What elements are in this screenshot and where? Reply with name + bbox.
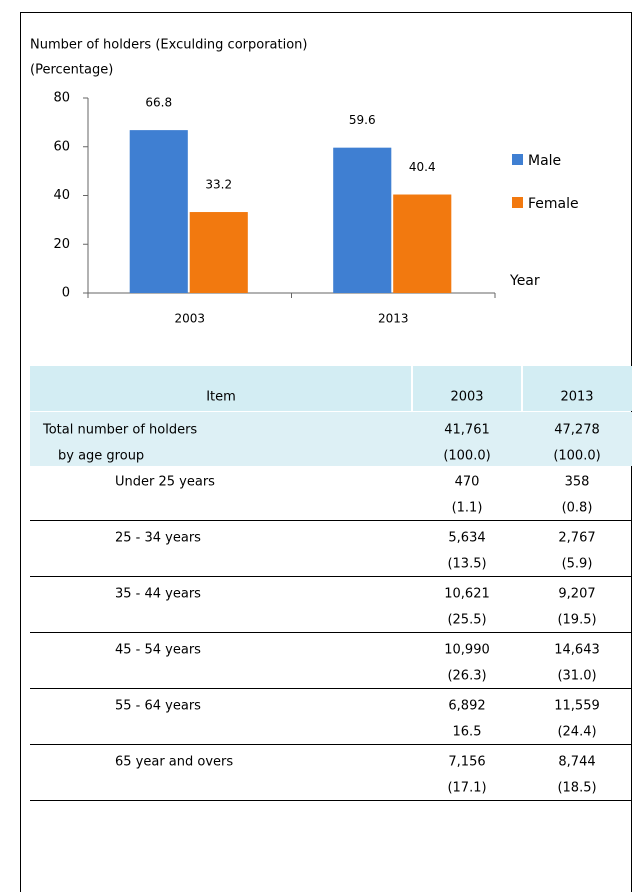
bar-shade [129, 130, 188, 293]
cell-percent: (1.1) [452, 501, 483, 516]
cell-percent: (25.5) [447, 613, 486, 628]
x-axis-label: Year [509, 273, 540, 289]
cell-percent: (17.1) [447, 781, 486, 796]
cell-percent: (24.4) [557, 725, 596, 740]
bar-shade [393, 194, 452, 293]
cell-percent: (13.5) [447, 557, 486, 572]
table-header-bg [30, 366, 632, 411]
cell-percent: (19.5) [557, 613, 596, 628]
chart-subtitle: (Percentage) [30, 63, 113, 78]
row-label: 65 year and overs [115, 755, 233, 770]
cell-percent: (26.3) [447, 669, 486, 684]
row-label: Total number of holders [42, 423, 197, 438]
table-total-bg [30, 412, 632, 466]
x-tick-label: 2013 [378, 312, 409, 326]
row-label: Under 25 years [115, 475, 215, 490]
cell-value: 7,156 [448, 755, 485, 770]
cell-value: 470 [455, 475, 480, 490]
cell-percent: (100.0) [553, 449, 600, 464]
cell-percent: 16.5 [453, 725, 482, 740]
cell-value: 9,207 [558, 587, 595, 602]
bar-shade [333, 147, 392, 293]
cell-value: 14,643 [554, 643, 600, 658]
y-tick-label: 80 [53, 91, 70, 106]
row-sublabel: by age group [58, 449, 144, 464]
value-label: 33.2 [205, 178, 232, 192]
chart-title: Number of holders (Exculding corporation… [30, 38, 308, 53]
cell-value: 8,744 [558, 755, 595, 770]
cell-value: 5,634 [448, 531, 485, 546]
cell-value: 2,767 [558, 531, 595, 546]
y-tick-label: 40 [53, 188, 70, 203]
row-label: 45 - 54 years [115, 643, 201, 658]
cell-value: 47,278 [554, 423, 600, 438]
table-header: 2013 [560, 390, 593, 405]
table-header: 2003 [450, 390, 483, 405]
y-tick-label: 60 [53, 139, 70, 154]
cell-percent: (0.8) [562, 501, 593, 516]
row-label: 35 - 44 years [115, 587, 201, 602]
y-tick-label: 0 [62, 286, 70, 301]
legend-label: Female [528, 196, 579, 212]
cell-value: 11,559 [554, 699, 600, 714]
table-header: Item [206, 390, 236, 405]
cell-value: 358 [565, 475, 590, 490]
legend-label: Male [528, 153, 561, 169]
legend-swatch [512, 197, 523, 208]
legend-swatch [512, 154, 523, 165]
cell-percent: (18.5) [557, 781, 596, 796]
row-label: 25 - 34 years [115, 531, 201, 546]
cell-value: 10,990 [444, 643, 490, 658]
value-label: 59.6 [349, 113, 376, 127]
x-tick-label: 2003 [174, 312, 205, 326]
bar-shade [189, 212, 248, 293]
value-label: 40.4 [409, 160, 436, 174]
cell-percent: (100.0) [443, 449, 490, 464]
value-label: 66.8 [145, 96, 172, 110]
cell-value: 6,892 [448, 699, 485, 714]
cell-percent: (31.0) [557, 669, 596, 684]
y-tick-label: 20 [53, 237, 70, 252]
cell-percent: (5.9) [562, 557, 593, 572]
cell-value: 41,761 [444, 423, 490, 438]
cell-value: 10,621 [444, 587, 490, 602]
row-label: 55 - 64 years [115, 699, 201, 714]
